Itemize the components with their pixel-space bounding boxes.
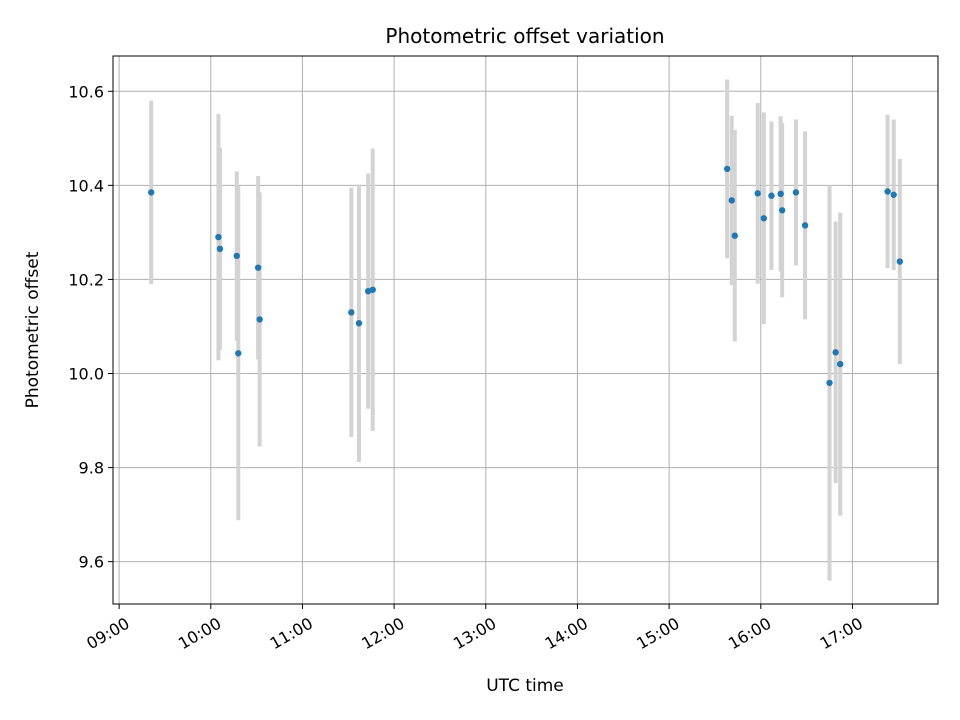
y-axis-label: Photometric offset: [23, 251, 43, 408]
y-tick-label: 10.2: [68, 270, 104, 289]
error-bars: [149, 79, 902, 581]
data-point: [832, 349, 839, 356]
data-point: [235, 350, 242, 357]
data-point: [801, 222, 809, 229]
data-point: [256, 316, 263, 323]
data-point: [754, 190, 761, 197]
x-tick-label: 15:00: [633, 614, 682, 654]
data-point: [768, 192, 775, 199]
x-axis: 09:00 10:00 11:00 12:00 13:00 14:00 15:00 16:00…: [83, 604, 866, 653]
data-point: [837, 360, 844, 368]
x-tick-label: 14:00: [542, 614, 591, 654]
y-tick-label: 10.0: [68, 365, 104, 384]
data-point: [778, 207, 786, 214]
x-axis-label: UTC time: [486, 676, 564, 696]
data-point: [896, 258, 904, 265]
data-point: [826, 379, 833, 387]
y-tick-label: 10.6: [68, 82, 104, 101]
data-point: [348, 309, 355, 316]
x-tick-label: 13:00: [450, 614, 499, 654]
x-tick-label: 10:00: [175, 614, 224, 654]
x-tick-label: 16:00: [725, 614, 774, 654]
data-point: [254, 264, 262, 271]
data-point: [369, 286, 376, 293]
y-tick-label: 10.4: [68, 176, 104, 195]
data-point: [731, 232, 739, 239]
chart-title: Photometric offset variation: [385, 24, 664, 48]
data-point: [215, 233, 222, 241]
data-point: [792, 189, 800, 196]
x-tick-label: 17:00: [817, 614, 866, 654]
data-point: [890, 191, 897, 198]
data-point: [728, 197, 735, 204]
data-point: [723, 165, 731, 173]
data-point: [233, 252, 240, 260]
x-tick-label: 11:00: [267, 614, 316, 654]
plot-frame: [112, 55, 939, 605]
grid: [113, 56, 938, 604]
y-tick-label: 9.6: [79, 553, 104, 572]
y-axis: 9.6 9.8 10.0 10.2 10.4 10.6: [68, 82, 113, 572]
data-points: [147, 165, 904, 387]
data-point: [777, 190, 784, 198]
data-point: [884, 188, 891, 195]
data-point: [760, 215, 768, 222]
x-tick-label: 09:00: [83, 614, 132, 654]
data-point: [147, 189, 155, 196]
y-tick-label: 9.8: [79, 459, 104, 478]
data-point: [355, 319, 363, 327]
x-tick-label: 12:00: [358, 614, 407, 654]
data-point: [216, 245, 224, 253]
